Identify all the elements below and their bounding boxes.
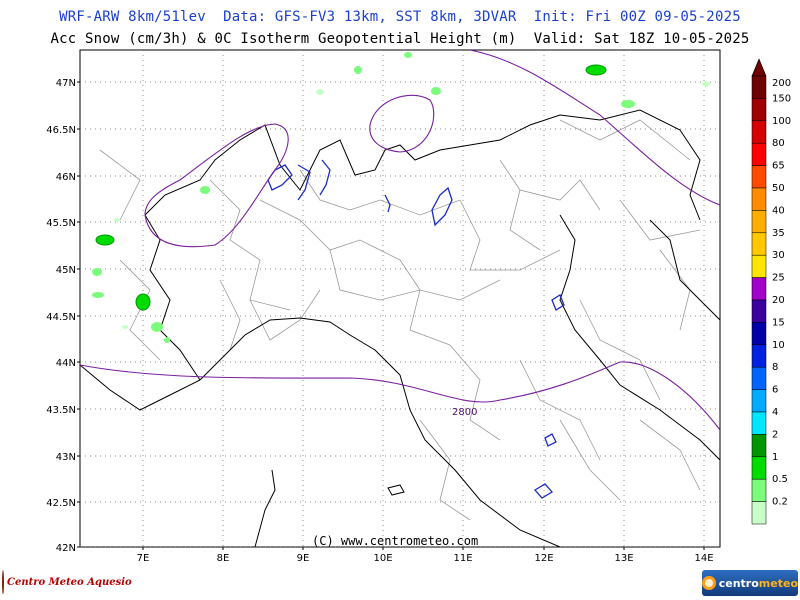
legend-label: 10: [772, 340, 785, 351]
legend-swatch: [751, 501, 767, 525]
legend-swatch: [751, 299, 767, 323]
isotherm-label: 2800: [452, 407, 477, 418]
legend-swatch: [751, 232, 767, 256]
legend-label: 2: [772, 429, 778, 440]
legend-label: 25: [772, 273, 785, 284]
color-legend: 200 150 100 80 65 50 40 35 30 25 20 15 10 8 6 4 2 1 0.5 0.2: [751, 58, 791, 525]
legend-swatch: [751, 75, 767, 99]
legend-swatch: [751, 210, 767, 234]
lat-label: 47N: [56, 78, 76, 89]
lat-label: 45.5N: [46, 218, 76, 229]
legend-label: 0.5: [772, 474, 788, 485]
legend-swatch: [751, 389, 767, 413]
legend-swatch: [751, 142, 767, 166]
lon-label: 11E: [453, 553, 472, 564]
legend-label: 35: [772, 228, 785, 239]
lat-label: 45N: [56, 265, 76, 276]
isotherm-contours: [80, 50, 720, 431]
lat-label: 43N: [56, 452, 76, 463]
legend-label: 150: [772, 93, 791, 104]
legend-label: 6: [772, 385, 778, 396]
sun-badge-icon: [2, 570, 4, 594]
lon-label: 8E: [217, 553, 230, 564]
legend-label: 30: [772, 250, 785, 261]
legend-cap: [751, 58, 767, 77]
logo-right-text-b: meteo: [758, 576, 798, 590]
legend-swatch: [751, 366, 767, 390]
logo-right-text: centrometeo: [719, 577, 798, 590]
lon-label: 12E: [534, 553, 553, 564]
logo-left-text: Centro Meteo Aquesio: [7, 576, 132, 588]
legend-swatch: [751, 254, 767, 278]
legend-label: 80: [772, 138, 785, 149]
logo-right-text-a: centro: [718, 576, 759, 590]
snowfall-patches: [92, 52, 710, 343]
legend-label: 100: [772, 116, 791, 127]
legend-label: 200: [772, 78, 791, 89]
legend-swatch: [751, 277, 767, 301]
lon-label: 9E: [297, 553, 310, 564]
province-borders: [99, 119, 701, 521]
lat-label: 46N: [56, 172, 76, 183]
legend-label: 1: [772, 452, 778, 463]
legend-label: 15: [772, 317, 785, 328]
legend-label: 4: [772, 407, 778, 418]
legend-label: 50: [772, 183, 785, 194]
logo-centro-meteo-aquesio: Centro Meteo Aquesio: [2, 569, 132, 595]
legend-swatch: [751, 98, 767, 122]
legend-swatch: [751, 478, 767, 502]
longitude-labels: 7E 8E 9E 10E 11E 12E 13E 14E: [137, 547, 714, 564]
lon-label: 13E: [614, 553, 633, 564]
graticule: [80, 50, 720, 547]
map-credit: (C) www.centrometeo.com: [312, 534, 478, 548]
ring-logo-icon: [702, 576, 716, 590]
map-frame: [79, 49, 721, 548]
lat-label: 44.5N: [46, 312, 76, 323]
legend-label: 65: [772, 161, 785, 172]
legend-swatch: [751, 165, 767, 189]
legend-label: 0.2: [772, 497, 788, 508]
legend-swatch: [751, 187, 767, 211]
lat-label: 43.5N: [46, 405, 76, 416]
legend-swatch: [751, 411, 767, 435]
lon-label: 10E: [373, 553, 392, 564]
lon-label: 14E: [694, 553, 713, 564]
country-borders: [80, 109, 720, 547]
lat-label: 42.5N: [46, 498, 76, 509]
lat-label: 42N: [56, 543, 76, 554]
legend-label: 8: [772, 362, 778, 373]
title-line-1: WRF-ARW 8km/51lev Data: GFS-FV3 13km, SS…: [59, 9, 741, 25]
legend-label: 40: [772, 205, 785, 216]
legend-swatch: [751, 120, 767, 144]
latitude-labels: 47N 46.5N 46N 45.5N 45N 44.5N 44N 43.5N 43N 42.5N…: [46, 78, 80, 554]
legend-swatch: [751, 344, 767, 368]
title-line-2: Acc Snow (cm/3h) & 0C Isotherm Geopotent…: [50, 31, 750, 47]
legend-swatch: [751, 456, 767, 480]
lon-label: 7E: [137, 553, 150, 564]
lat-label: 46.5N: [46, 125, 76, 136]
legend-swatch: [751, 434, 767, 458]
lat-label: 44N: [56, 358, 76, 369]
legend-swatch: [751, 322, 767, 346]
legend-label: 20: [772, 295, 785, 306]
logo-centrometeo: centrometeo: [702, 570, 798, 596]
